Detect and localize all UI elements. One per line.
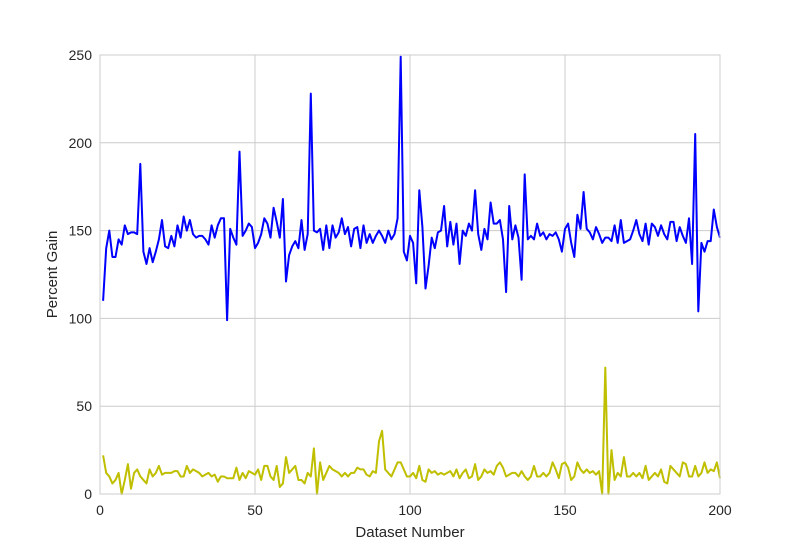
y-axis-label: Percent Gain: [44, 231, 61, 319]
x-tick-label: 0: [96, 502, 104, 518]
y-tick-label: 100: [69, 310, 93, 326]
y-tick-labels: 0 50 100 150 200 250: [69, 47, 93, 502]
x-axis-label: Dataset Number: [355, 524, 464, 541]
y-tick-label: 150: [69, 223, 93, 239]
y-tick-label: 250: [69, 47, 93, 63]
x-tick-labels: 0 50 100 150 200: [96, 502, 732, 518]
y-tick-label: 200: [69, 135, 93, 151]
x-tick-label: 100: [398, 502, 422, 518]
series-line-1: [102, 55, 721, 322]
series-layer: [102, 55, 721, 495]
x-tick-label: 150: [553, 502, 577, 518]
plot-frame: [99, 54, 721, 495]
y-tick-label: 50: [76, 398, 92, 414]
x-tick-label: 50: [247, 502, 263, 518]
y-tick-label: 0: [84, 486, 92, 502]
series-line-2: [102, 366, 721, 495]
x-tick-label: 200: [708, 502, 732, 518]
